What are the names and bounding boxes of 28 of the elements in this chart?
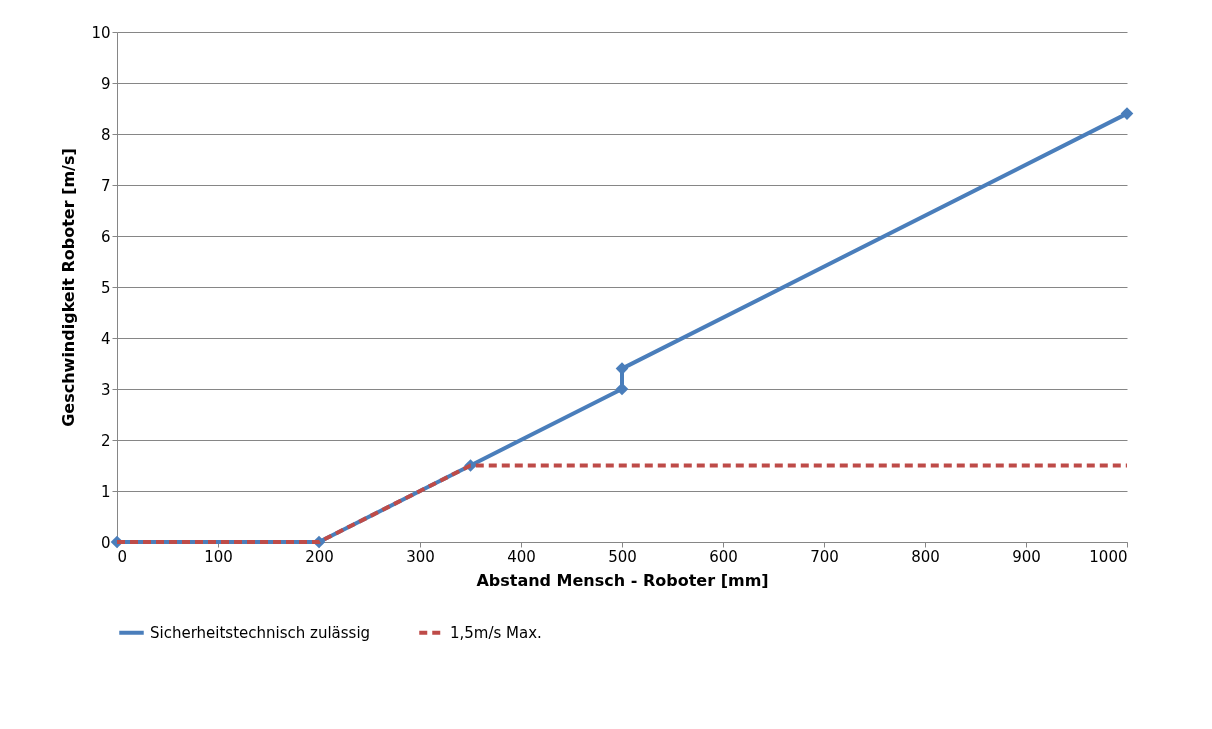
y-tick-label: 8 <box>100 125 111 144</box>
point <box>1120 107 1134 120</box>
y-tick-label: 5 <box>100 278 111 297</box>
y-tick-label: 4 <box>100 329 111 348</box>
legend-label: 1,5m/s Max. <box>450 623 542 642</box>
y-tick-label: 3 <box>100 380 111 399</box>
x-tick-label: 600 <box>709 547 738 566</box>
x-tick-label: 200 <box>305 547 334 566</box>
point <box>615 362 629 375</box>
x-tick-label: 500 <box>608 547 637 566</box>
y-tick-label: 9 <box>100 74 111 93</box>
y-tick-label: 2 <box>100 431 111 450</box>
x-axis-title: Abstand Mensch - Roboter [mm] <box>476 570 769 590</box>
x-tick-label: 400 <box>507 547 536 566</box>
x-tick-label: 100 <box>204 547 233 566</box>
x-tick-label: 300 <box>406 547 435 566</box>
x-tick-label: 700 <box>810 547 839 566</box>
y-tick-label: 0 <box>100 533 111 552</box>
x-tick-label: 1000 <box>1089 547 1128 566</box>
x-tick-label: 0 <box>117 547 128 566</box>
y-tick-label: 10 <box>91 23 111 42</box>
x-tick-label: 800 <box>911 547 940 566</box>
legend-label: Sicherheitstechnisch zulässig <box>150 623 371 642</box>
y-tick-label: 7 <box>100 176 111 195</box>
y-axis-title: Geschwindigkeit Roboter [m/s] <box>59 148 79 427</box>
y-tick-label: 1 <box>100 482 111 501</box>
x-tick-label: 900 <box>1012 547 1041 566</box>
y-tick-label: 6 <box>100 227 111 246</box>
